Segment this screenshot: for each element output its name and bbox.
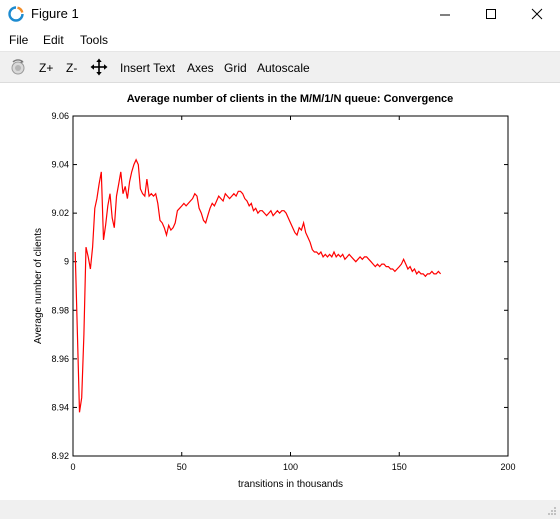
- autoscale-button[interactable]: Autoscale: [257, 61, 310, 75]
- chart-title: Average number of clients in the M/M/1/N…: [127, 93, 454, 105]
- x-tick-label: 0: [70, 462, 75, 472]
- x-tick-label: 200: [500, 462, 515, 472]
- status-bar: [0, 500, 560, 519]
- rotate-icon[interactable]: [9, 58, 27, 76]
- title-bar: Figure 1: [0, 0, 560, 29]
- axis-ticks: [72, 115, 509, 457]
- y-tick-label: 8.96: [51, 354, 69, 364]
- x-tick-labels: 0 50 100 150 200: [70, 462, 515, 472]
- y-tick-label: 9.06: [51, 111, 69, 121]
- close-icon: [531, 8, 543, 20]
- maximize-icon: [486, 9, 496, 19]
- minimize-button[interactable]: [422, 0, 468, 29]
- x-tick-label: 50: [177, 462, 187, 472]
- resize-grip-icon[interactable]: [547, 506, 557, 516]
- octave-logo-icon: [8, 6, 24, 22]
- menu-file[interactable]: File: [9, 33, 29, 47]
- y-tick-label: 9.02: [51, 208, 69, 218]
- pan-arrows-icon[interactable]: [90, 58, 108, 76]
- menu-bar: File Edit Tools: [0, 29, 560, 51]
- figure-toolbar: Z+ Z- Insert Text Axes Grid Autoscale: [0, 51, 560, 83]
- y-tick-labels: 8.92 8.94 8.96 8.98 9 9.02 9.04 9.06: [51, 111, 69, 461]
- y-tick-label: 8.94: [51, 402, 69, 412]
- menu-tools[interactable]: Tools: [80, 33, 109, 47]
- x-tick-label: 100: [283, 462, 298, 472]
- line-chart: Average number of clients in the M/M/1/N…: [33, 93, 516, 490]
- maximize-button[interactable]: [468, 0, 514, 29]
- y-tick-label: 8.92: [51, 451, 69, 461]
- y-tick-label: 8.98: [51, 305, 69, 315]
- grid-button[interactable]: Grid: [224, 61, 247, 75]
- insert-text-button[interactable]: Insert Text: [120, 61, 176, 75]
- x-axis-label: transitions in thousands: [238, 479, 343, 490]
- zoom-out-button[interactable]: Z-: [66, 61, 78, 75]
- close-button[interactable]: [514, 0, 560, 29]
- axes-button[interactable]: Axes: [187, 61, 214, 75]
- y-tick-label: 9.04: [51, 160, 69, 170]
- series-line: [74, 158, 442, 413]
- zoom-in-button[interactable]: Z+: [39, 61, 54, 75]
- window-title: Figure 1: [31, 6, 79, 21]
- y-axis-label: Average number of clients: [33, 228, 44, 344]
- minimize-icon: [440, 14, 450, 16]
- y-tick-label: 9: [64, 257, 69, 267]
- menu-edit[interactable]: Edit: [43, 33, 64, 47]
- figure-canvas[interactable]: Average number of clients in the M/M/1/N…: [0, 84, 560, 500]
- x-tick-label: 150: [392, 462, 407, 472]
